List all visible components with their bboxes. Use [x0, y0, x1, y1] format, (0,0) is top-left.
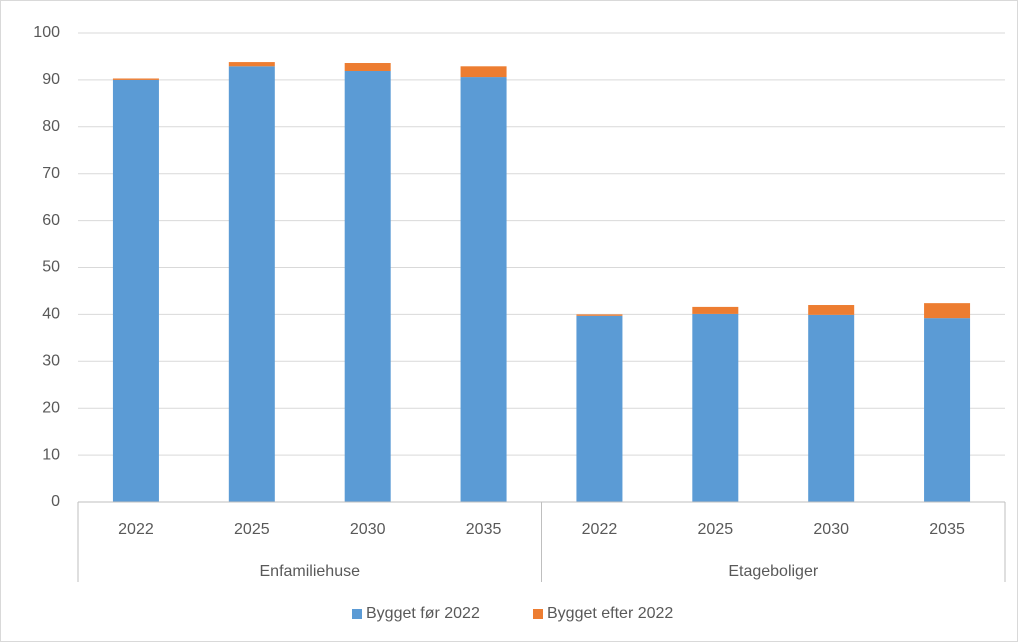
y-tick-label: 80 [42, 118, 60, 135]
bar-segment [460, 66, 507, 78]
legend-swatch [352, 609, 362, 619]
y-tick-label: 70 [42, 165, 60, 182]
legend-label: Bygget efter 2022 [547, 605, 673, 622]
y-tick-label: 100 [33, 24, 60, 41]
y-tick-label: 0 [51, 493, 60, 510]
x-tick-label: 2025 [234, 521, 270, 538]
bar-segment [924, 303, 971, 319]
x-tick-label: 2022 [582, 521, 618, 538]
bar-segment [344, 63, 391, 71]
y-tick-label: 30 [42, 353, 60, 370]
bar-segment [228, 66, 275, 502]
y-tick-label: 20 [42, 399, 60, 416]
y-tick-label: 90 [42, 71, 60, 88]
bar-segment [808, 305, 855, 315]
x-tick-label: 2035 [466, 521, 502, 538]
bar-segment [692, 313, 739, 502]
x-tick-label: 2035 [929, 521, 965, 538]
group-label: Enfamiliehuse [260, 563, 361, 580]
bar-segment [344, 70, 391, 502]
y-tick-label: 10 [42, 446, 60, 463]
y-tick-label: 60 [42, 212, 60, 229]
bar-segment [576, 314, 623, 316]
bar-segment [808, 314, 855, 502]
y-tick-label: 40 [42, 306, 60, 323]
legend-swatch [533, 609, 543, 619]
bar-segment [228, 62, 275, 67]
bar-segment [924, 318, 971, 502]
bar-segment [576, 315, 623, 502]
legend-label: Bygget før 2022 [366, 605, 480, 622]
bar-segment [460, 77, 507, 502]
bar-segment [112, 79, 159, 503]
x-tick-label: 2030 [813, 521, 849, 538]
bar-segment [112, 78, 159, 80]
x-tick-label: 2030 [350, 521, 386, 538]
group-label: Etageboliger [728, 563, 819, 580]
x-tick-label: 2022 [118, 521, 154, 538]
x-tick-label: 2025 [698, 521, 734, 538]
y-tick-label: 50 [42, 259, 60, 276]
bar-segment [692, 306, 739, 314]
